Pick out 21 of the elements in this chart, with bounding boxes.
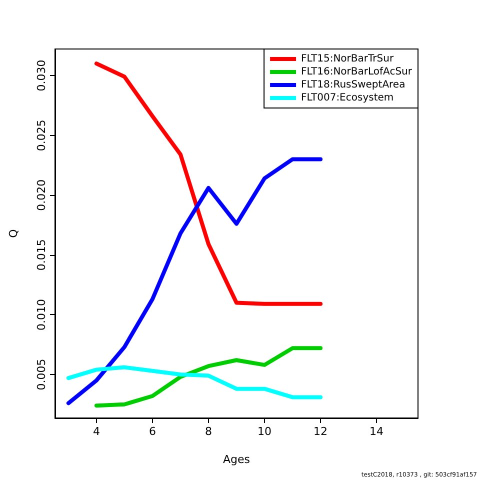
y-tick-label: 0.030 <box>35 60 48 92</box>
y-axis-title: Q <box>7 228 20 238</box>
x-tick-label: 8 <box>204 425 212 438</box>
x-tick-label: 10 <box>258 425 272 438</box>
x-tick-label: 12 <box>314 425 328 438</box>
y-tick-label: 0.020 <box>35 179 48 211</box>
legend-label: FLT16:NorBarLofAcSur <box>301 66 413 78</box>
y-tick-label: 0.015 <box>35 239 48 271</box>
line-series <box>66 365 323 400</box>
x-axis-title: Ages <box>222 453 250 466</box>
legend-label: FLT18:RusSweptArea <box>301 80 406 90</box>
y-tick-label: 0.025 <box>35 120 48 152</box>
x-tick-label: 14 <box>370 425 384 438</box>
line-series <box>66 157 323 406</box>
y-tick-label: 0.005 <box>35 358 48 390</box>
legend-label: FLT15:NorBarTrSur <box>301 54 394 64</box>
y-tick-label: 0.010 <box>35 298 48 330</box>
legend-label: FLT007:Ecosystem <box>301 92 394 104</box>
x-tick-label: 4 <box>92 425 100 438</box>
line-series <box>94 346 323 408</box>
x-tick-label: 6 <box>148 425 156 438</box>
